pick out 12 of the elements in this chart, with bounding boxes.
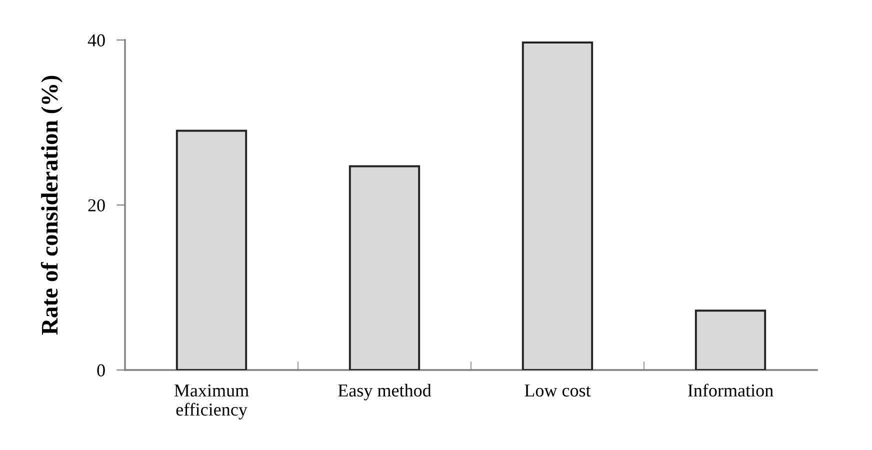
bar: [348, 165, 420, 370]
bar: [694, 310, 766, 370]
bar: [522, 42, 594, 370]
bar: [176, 130, 248, 370]
y-tick-label: 0: [97, 364, 105, 376]
y-axis-title: Rate of consideration (%): [40, 76, 62, 335]
y-tick-label: 40: [88, 34, 105, 46]
y-tick-label: 20: [88, 199, 105, 212]
x-tick-label: Maximum efficiency: [174, 384, 249, 420]
x-tick-label: Low cost: [524, 384, 591, 397]
x-tick-label: Easy method: [338, 384, 432, 400]
x-tick-label: Information: [688, 384, 774, 397]
